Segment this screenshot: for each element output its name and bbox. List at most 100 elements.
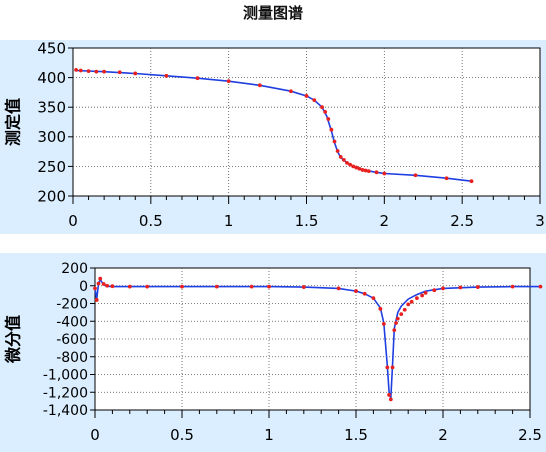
- data-point: [98, 276, 103, 281]
- data-point: [402, 307, 407, 312]
- data-point: [249, 284, 254, 289]
- data-point: [382, 171, 387, 176]
- data-point: [388, 397, 393, 402]
- data-point: [304, 94, 309, 98]
- data-point: [323, 110, 328, 114]
- data-point: [345, 160, 349, 165]
- x-tick-label: 0: [90, 426, 100, 444]
- data-point: [538, 284, 543, 289]
- data-point: [432, 288, 437, 293]
- x-tick-label: 2.5: [518, 426, 542, 444]
- x-tick-label: 2: [438, 426, 448, 444]
- x-tick-label: 1: [264, 426, 274, 444]
- data-point: [475, 285, 480, 289]
- y-tick-label: -1,200: [43, 385, 88, 401]
- y-axis-title: 测定值: [4, 98, 23, 146]
- y-tick-label: -1,000: [43, 368, 88, 384]
- data-point: [441, 286, 445, 291]
- data-point: [444, 176, 449, 181]
- data-point: [145, 284, 150, 289]
- data-point: [320, 105, 324, 110]
- data-point: [371, 296, 376, 301]
- data-point: [469, 179, 474, 184]
- page-title: 测量图谱: [242, 4, 303, 22]
- data-point: [409, 299, 414, 304]
- data-point: [385, 365, 390, 370]
- data-point: [105, 283, 110, 288]
- y-tick-label: -800: [56, 350, 88, 366]
- data-point: [363, 168, 368, 173]
- data-point: [399, 312, 404, 317]
- data-point: [387, 393, 391, 397]
- data-point: [406, 302, 411, 307]
- y-tick-label: 450: [37, 39, 66, 57]
- x-tick-label: 2.5: [450, 212, 474, 230]
- data-point: [423, 290, 428, 295]
- series-line: [76, 69, 472, 182]
- data-point: [510, 284, 515, 289]
- data-point: [102, 69, 107, 74]
- y-tick-label: 200: [61, 261, 88, 277]
- x-tick-label: 1: [224, 212, 234, 230]
- data-point: [96, 281, 101, 286]
- chart-measured-value: 0 0.5 1 1.5 2 2.5 3 200 250 300 350 400 450 测定值: [4, 39, 545, 230]
- data-point: [338, 155, 343, 159]
- y-tick-label: 200: [37, 187, 66, 205]
- data-point: [301, 285, 306, 289]
- data-point: [362, 291, 367, 296]
- data-point: [413, 173, 418, 178]
- y-tick-label: 350: [37, 99, 66, 117]
- y-tick-label: 250: [37, 158, 66, 176]
- x-tick-label: 0.5: [170, 426, 194, 444]
- data-point: [110, 284, 115, 289]
- data-point: [94, 298, 99, 302]
- x-tick-label: 2: [380, 212, 390, 230]
- x-tick-label: 0.5: [139, 212, 163, 230]
- data-point: [101, 282, 106, 286]
- y-axis-title: 微分值: [4, 315, 23, 364]
- x-tick-label: 1.5: [295, 212, 319, 230]
- data-point: [357, 166, 362, 171]
- data-point: [127, 284, 132, 289]
- data-point: [341, 157, 346, 162]
- data-point: [378, 306, 383, 311]
- data-point: [164, 73, 169, 78]
- x-tick-label: 3: [535, 212, 545, 230]
- data-point: [348, 162, 352, 167]
- x-tick-label: 1.5: [344, 426, 368, 444]
- y-tick-label: -1,400: [43, 403, 88, 419]
- data-point: [336, 286, 341, 291]
- data-point: [354, 165, 359, 170]
- data-point: [458, 285, 463, 290]
- data-point: [392, 328, 397, 333]
- data-point: [289, 89, 293, 94]
- data-point: [351, 164, 356, 169]
- data-point: [117, 70, 122, 75]
- x-tick-label: 0: [68, 212, 78, 230]
- y-tick-label: 400: [37, 69, 66, 87]
- data-point: [420, 293, 425, 298]
- data-point: [78, 68, 83, 73]
- data-point: [74, 68, 79, 72]
- data-point: [335, 149, 340, 153]
- data-point: [354, 289, 358, 293]
- y-tick-label: -600: [56, 332, 88, 348]
- data-point: [390, 365, 395, 370]
- data-point: [332, 139, 337, 144]
- y-tick-label: -400: [56, 314, 88, 330]
- data-point: [374, 170, 379, 175]
- data-point: [93, 286, 97, 291]
- data-point: [326, 117, 331, 121]
- data-point: [329, 127, 334, 132]
- data-point: [214, 284, 219, 289]
- data-point: [133, 71, 138, 76]
- y-tick-label: -200: [56, 297, 88, 313]
- y-tick-label: 0: [79, 279, 88, 295]
- data-point: [86, 69, 91, 73]
- data-point: [195, 76, 200, 81]
- data-point: [381, 322, 386, 326]
- y-tick-label: 300: [37, 128, 66, 146]
- data-point: [226, 79, 231, 84]
